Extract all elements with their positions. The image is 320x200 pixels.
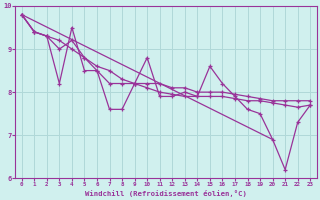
- X-axis label: Windchill (Refroidissement éolien,°C): Windchill (Refroidissement éolien,°C): [85, 190, 247, 197]
